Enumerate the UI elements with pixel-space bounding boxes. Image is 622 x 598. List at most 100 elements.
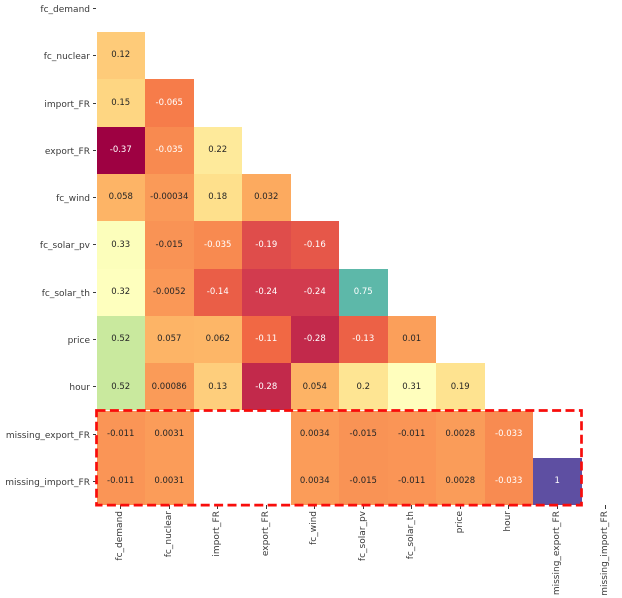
heatmap-cell-fc_nuclear-x-fc_demand: 0.12 (96, 32, 145, 80)
y-tick-label-fc_solar_th: fc_solar_th (41, 288, 90, 299)
heatmap-cell-export_FR-x-fc_demand: -0.37 (96, 126, 145, 174)
x-tick-label-fc_solar_th: fc_solar_th (406, 511, 417, 560)
heatmap-cell-fc_solar_pv-x-fc_demand: 0.33 (96, 221, 145, 269)
y-tick-mark (92, 102, 96, 104)
cell-annotation: 0.0034 (299, 476, 330, 487)
cell-annotation: 0.52 (111, 334, 131, 345)
cell-annotation: -0.28 (303, 334, 326, 345)
x-tick-mark (314, 505, 316, 509)
cell-annotation: -0.035 (204, 239, 232, 250)
x-tick-label-price: price (454, 511, 465, 534)
y-tick-label-fc_wind: fc_wind (56, 194, 90, 205)
heatmap-cell-missing_import_FR-x-price: 0.0028 (436, 457, 485, 506)
heatmap-cell-missing_export_FR-x-hour: -0.033 (484, 410, 533, 458)
cell-annotation: 0.22 (208, 145, 228, 156)
y-tick-label-export_FR: export_FR (44, 146, 90, 157)
cell-annotation: -0.011 (398, 428, 426, 439)
heatmap-cell-fc_wind-x-export_FR: 0.032 (242, 174, 291, 222)
cell-annotation: 0.0034 (299, 428, 330, 439)
cell-annotation: -0.015 (155, 239, 183, 250)
y-tick-mark (92, 197, 96, 199)
heatmap-cell-price-x-import_FR: 0.062 (193, 315, 242, 364)
x-tick-mark (556, 505, 558, 509)
heatmap-cell-fc_wind-x-fc_nuclear: -0.00034 (145, 174, 194, 222)
x-tick-mark (508, 505, 510, 509)
heatmap-cell-missing_export_FR-x-fc_wind: 0.0034 (290, 410, 339, 458)
heatmap-cell-missing_import_FR-x-fc_solar_th: -0.011 (387, 457, 436, 506)
cell-annotation: -0.28 (255, 381, 278, 392)
x-tick-mark (217, 505, 219, 509)
heatmap-cell-fc_solar_th-x-import_FR: -0.14 (193, 268, 242, 316)
cell-annotation: -0.011 (398, 476, 426, 487)
y-tick-mark (92, 244, 96, 246)
cell-annotation: 0.32 (111, 286, 131, 297)
cell-annotation: -0.13 (352, 334, 375, 345)
heatmap-cell-hour-x-price: 0.19 (436, 363, 485, 411)
heatmap-cell-fc_wind-x-fc_demand: 0.058 (96, 174, 145, 222)
heatmap-cell-missing_export_FR-x-price: 0.0028 (436, 410, 485, 458)
heatmap-cell-missing_import_FR-x-fc_wind: 0.0034 (290, 457, 339, 506)
heatmap-cell-fc_solar_pv-x-import_FR: -0.035 (193, 221, 242, 269)
heatmap-cell-missing_export_FR-x-fc_nuclear: 0.0031 (145, 410, 194, 458)
x-tick-label-missing_import_FR: missing_import_FR (600, 511, 611, 596)
heatmap-cell-price-x-fc_wind: -0.28 (290, 315, 339, 364)
heatmap-cell-export_FR-x-import_FR: 0.22 (193, 126, 242, 174)
x-tick-label-fc_demand: fc_demand (115, 511, 126, 561)
heatmap-cell-price-x-fc_solar_pv: -0.13 (339, 315, 388, 364)
y-tick-mark (92, 55, 96, 57)
cell-annotation: 0.0031 (154, 428, 185, 439)
heatmap-cell-price-x-fc_demand: 0.52 (96, 315, 145, 364)
cell-annotation: -0.033 (495, 428, 523, 439)
heatmap-cell-fc_solar_th-x-fc_solar_pv: 0.75 (339, 268, 388, 316)
heatmap-cell-hour-x-fc_demand: 0.52 (96, 363, 145, 411)
cell-annotation: -0.011 (107, 428, 135, 439)
heatmap-cell-missing_import_FR-x-hour: -0.033 (484, 457, 533, 506)
cell-annotation: 0.13 (208, 381, 228, 392)
heatmap-cell-fc_solar_pv-x-fc_nuclear: -0.015 (145, 221, 194, 269)
cell-annotation: 0.19 (450, 381, 470, 392)
x-tick-mark (605, 505, 607, 509)
heatmap-cell-export_FR-x-fc_nuclear: -0.035 (145, 126, 194, 174)
heatmap-cell-fc_solar_th-x-export_FR: -0.24 (242, 268, 291, 316)
heatmap-cell-fc_solar_th-x-fc_demand: 0.32 (96, 268, 145, 316)
cell-annotation: -0.14 (206, 286, 229, 297)
heatmap-cell-missing_export_FR-x-fc_solar_pv: -0.015 (339, 410, 388, 458)
heatmap-cell-price-x-export_FR: -0.11 (242, 315, 291, 364)
x-tick-label-import_FR: import_FR (212, 511, 223, 557)
cell-annotation: 0.0031 (154, 476, 185, 487)
cell-annotation: -0.00034 (150, 192, 189, 203)
cell-annotation: 0.15 (111, 97, 131, 108)
cell-annotation: 0.52 (111, 381, 131, 392)
y-tick-label-fc_demand: fc_demand (40, 4, 90, 15)
cell-annotation: -0.035 (155, 145, 183, 156)
cell-annotation: 0.33 (111, 239, 131, 250)
heatmap-cell-import_FR-x-fc_nuclear: -0.065 (145, 79, 194, 127)
y-tick-mark (92, 433, 96, 435)
heatmap-cell-missing_import_FR-x-fc_nuclear: 0.0031 (145, 457, 194, 506)
y-tick-label-hour: hour (69, 383, 90, 394)
x-tick-mark (168, 505, 170, 509)
x-tick-label-hour: hour (503, 511, 514, 532)
cell-annotation: -0.011 (107, 476, 135, 487)
cell-annotation: -0.37 (109, 145, 132, 156)
cell-annotation: 0.18 (208, 192, 228, 203)
cell-annotation: -0.16 (303, 239, 326, 250)
cell-annotation: 0.032 (254, 192, 279, 203)
heatmap-cell-fc_solar_th-x-fc_nuclear: -0.0052 (145, 268, 194, 316)
x-tick-label-missing_export_FR: missing_export_FR (551, 511, 562, 596)
cell-annotation: 0.054 (302, 381, 327, 392)
heatmap-cell-missing_import_FR-x-missing_export_FR: 1 (533, 457, 582, 506)
heatmap-cell-fc_solar_th-x-fc_wind: -0.24 (290, 268, 339, 316)
cell-annotation: -0.0052 (152, 286, 186, 297)
cell-annotation: -0.19 (255, 239, 278, 250)
y-tick-mark (92, 149, 96, 151)
cell-annotation: -0.24 (303, 286, 326, 297)
cell-annotation: 0.12 (111, 50, 131, 61)
x-tick-label-fc_nuclear: fc_nuclear (163, 511, 174, 558)
heatmap-cell-fc_solar_pv-x-fc_wind: -0.16 (290, 221, 339, 269)
y-tick-label-price: price (67, 336, 90, 347)
y-tick-mark (92, 7, 96, 9)
cell-annotation: -0.065 (155, 97, 183, 108)
heatmap-cell-missing_export_FR-x-fc_solar_th: -0.011 (387, 410, 436, 458)
